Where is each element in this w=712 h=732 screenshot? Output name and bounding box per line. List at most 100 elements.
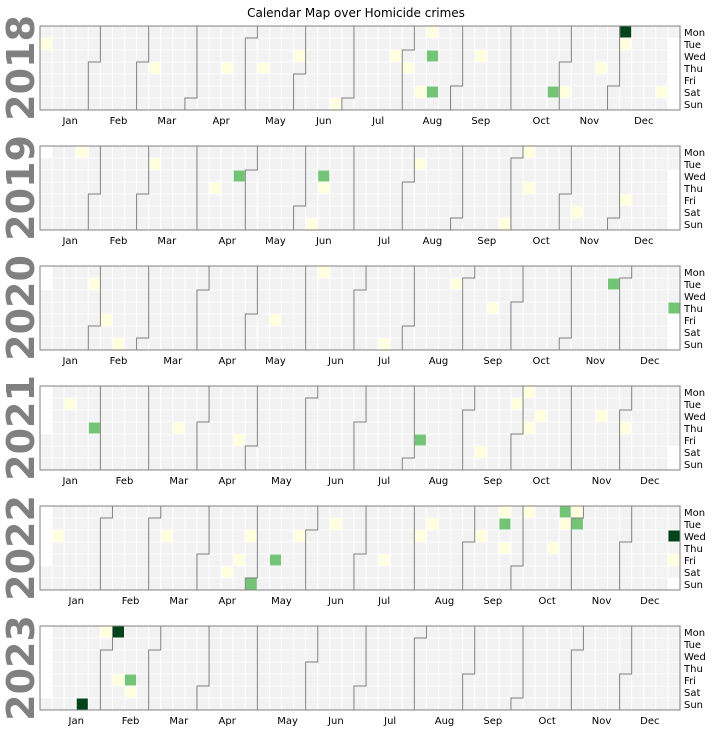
day-cell: [184, 433, 198, 447]
day-cell: [546, 145, 560, 159]
day-cell: [582, 301, 596, 315]
day-cell: [148, 205, 162, 219]
day-cell: [341, 577, 355, 591]
day-cell: [75, 505, 89, 519]
day-cell: [510, 421, 524, 435]
day-cell: [474, 649, 488, 663]
day-cell: [136, 217, 150, 231]
day-cell: [148, 49, 162, 63]
day-cell: [75, 49, 89, 63]
day-cell: [329, 445, 343, 459]
day-cell: [607, 37, 621, 51]
day-cell: [160, 301, 174, 315]
day-cell: [389, 277, 403, 291]
day-cell: [570, 577, 584, 591]
day-cell: [510, 25, 524, 39]
day-cell: [184, 49, 198, 63]
day-cell: [63, 433, 77, 447]
day-cell: [99, 169, 113, 183]
day-cell: [148, 409, 162, 423]
day-cell: [643, 661, 657, 675]
day-cell: [341, 421, 355, 435]
month-label: Jan: [68, 716, 84, 727]
day-cell: [111, 37, 126, 51]
day-cell: [594, 193, 609, 207]
day-cell: [75, 409, 89, 423]
day-cell: [413, 385, 427, 399]
day-cell: [510, 337, 524, 351]
month-border: [619, 266, 633, 350]
day-cell: [450, 73, 464, 87]
day-cell: [268, 61, 283, 75]
day-cell: [353, 193, 367, 207]
day-cell: [51, 277, 65, 291]
day-cell: [570, 97, 584, 111]
day-cell: [232, 673, 246, 687]
day-cell: [401, 649, 415, 663]
day-cell: [450, 181, 464, 195]
day-cell: [437, 637, 452, 651]
day-cell: [619, 661, 633, 675]
day-cell: [317, 325, 331, 339]
day-cell: [184, 541, 198, 555]
day-cell: [655, 685, 669, 699]
day-cell: [619, 445, 633, 459]
day-cell: [474, 325, 488, 339]
day-cell: [148, 697, 162, 711]
day-cell: [244, 181, 258, 195]
day-cell: [75, 205, 89, 219]
day-cell: [232, 85, 246, 99]
day-cell: [160, 265, 174, 279]
day-cell: [317, 301, 331, 315]
day-cell: [305, 397, 319, 411]
day-cell: [450, 397, 464, 411]
day-cell: [462, 409, 476, 423]
day-cell: [655, 157, 669, 171]
day-cell: [341, 445, 355, 459]
day-cell: [643, 625, 657, 639]
day-cell: [63, 313, 77, 327]
month-border: [607, 26, 621, 110]
month-border: [510, 386, 524, 470]
day-cell: [522, 205, 536, 219]
day-cell: [184, 649, 198, 663]
day-cell: [534, 661, 548, 675]
day-cell: [582, 673, 596, 687]
day-cell: [341, 685, 355, 699]
day-cell: [111, 157, 126, 171]
day-cell: [582, 193, 596, 207]
day-cell: [160, 85, 174, 99]
day-cell: [220, 265, 234, 279]
year-panel-2019: Jan Feb Mar Apr May Jun Jul Aug Sep Oct Nov DecMonT…: [0, 135, 706, 247]
day-cell: [534, 421, 548, 435]
day-cell: [305, 325, 319, 339]
event-cell: [570, 205, 584, 219]
day-cell: [293, 685, 307, 699]
day-cell: [655, 433, 669, 447]
day-cell: [413, 277, 427, 291]
day-cell: [534, 313, 548, 327]
day-cell: [643, 145, 657, 159]
day-cell: [413, 421, 427, 435]
day-cell: [607, 25, 621, 39]
day-cell: [293, 577, 307, 591]
day-cell: [329, 181, 343, 195]
day-cell: [510, 205, 524, 219]
day-cell: [377, 421, 391, 435]
day-cell: [341, 553, 355, 567]
day-cell: [401, 433, 415, 447]
day-cell: [220, 289, 234, 303]
day-cell: [148, 433, 162, 447]
month-label: Mar: [169, 716, 189, 727]
month-label: May: [265, 116, 286, 127]
day-cell: [582, 217, 596, 231]
day-cell: [534, 625, 548, 639]
day-cell: [75, 577, 89, 591]
day-cell: [425, 385, 439, 399]
day-cell: [437, 301, 452, 315]
day-cell: [232, 625, 246, 639]
day-cell: [607, 625, 621, 639]
month-label: Aug: [429, 356, 449, 367]
day-cell: [389, 433, 403, 447]
day-cell: [172, 49, 186, 63]
